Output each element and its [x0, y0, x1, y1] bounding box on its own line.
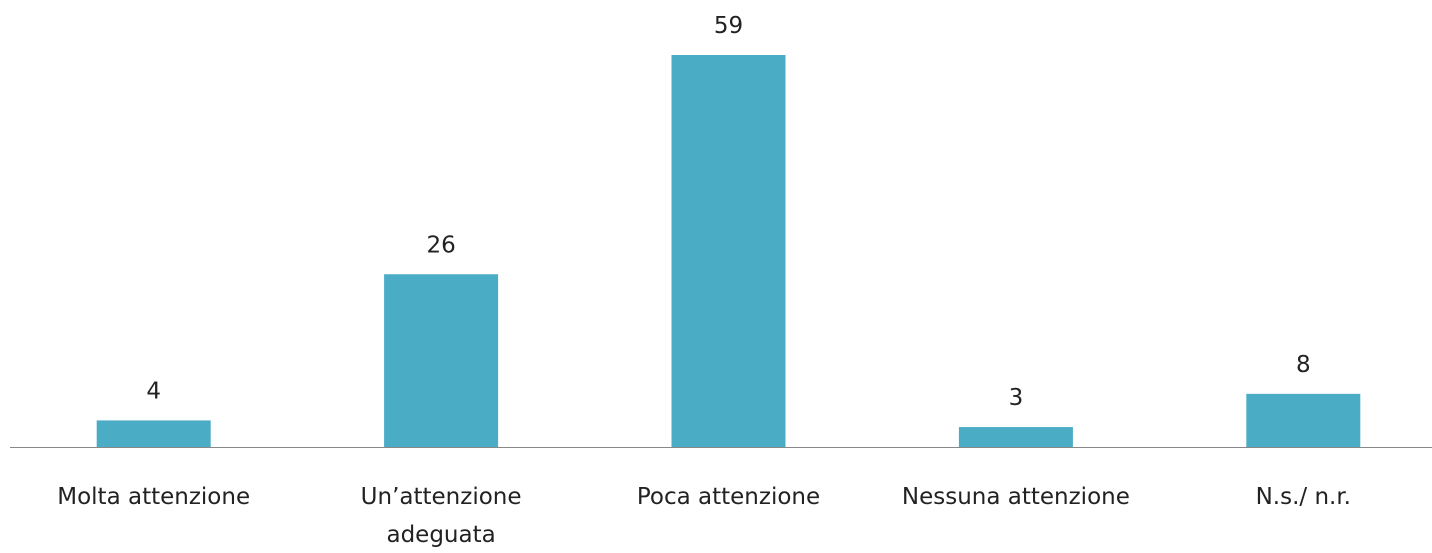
x-tick-label: N.s./ n.r. [1255, 484, 1351, 510]
bar [1246, 393, 1361, 447]
value-label: 26 [426, 232, 455, 258]
x-tick-label: Un’attenzione adeguata [360, 484, 522, 548]
x-tick-label: Poca attenzione [636, 484, 821, 510]
value-label: 8 [1296, 352, 1311, 378]
x-tick-label: Molta attenzione [57, 484, 251, 510]
bar [671, 55, 786, 447]
value-label: 3 [1009, 385, 1024, 411]
bar [96, 420, 211, 447]
bar [384, 274, 499, 447]
bar [958, 427, 1073, 447]
value-label: 4 [146, 378, 161, 404]
x-tick-label: Nessuna attenzione [901, 484, 1130, 510]
value-label: 59 [714, 13, 743, 39]
